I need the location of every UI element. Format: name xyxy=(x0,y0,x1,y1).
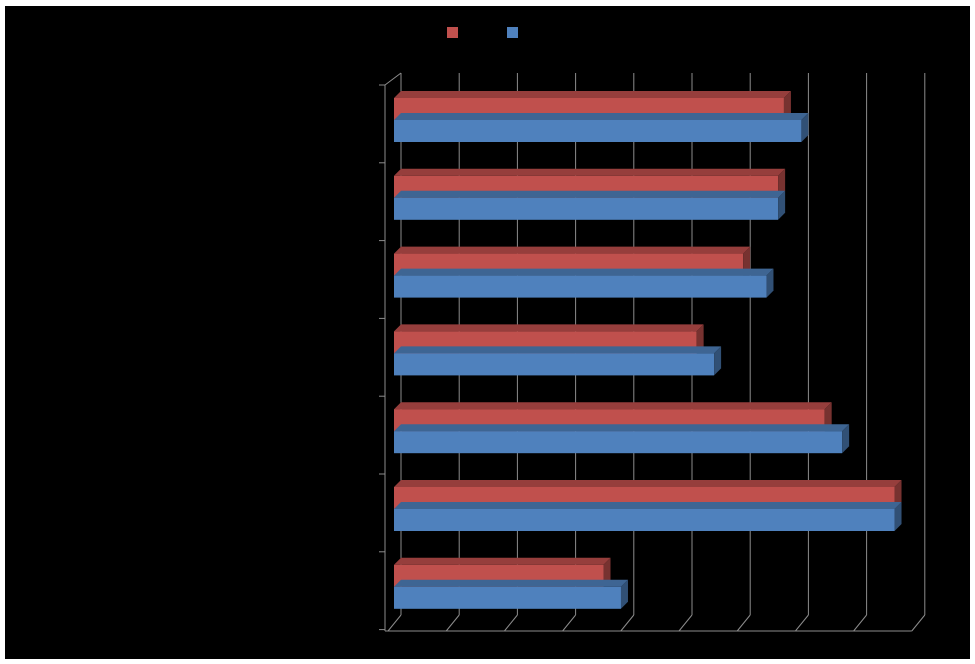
floor-gridline xyxy=(795,614,809,632)
bar-top-face xyxy=(394,557,611,565)
bar-end-face xyxy=(696,324,704,354)
bar-end-face xyxy=(766,268,774,298)
bar xyxy=(394,275,767,298)
bar-end-face xyxy=(603,557,611,587)
floor-gridline xyxy=(853,614,867,632)
legend-swatch-series-2 xyxy=(507,27,518,38)
bar-end-face xyxy=(714,346,722,376)
bar-end-face xyxy=(801,113,809,142)
bar-end-face xyxy=(778,190,786,220)
bar-top-face xyxy=(394,424,850,432)
floor-gridline xyxy=(504,614,518,632)
bar-top-face xyxy=(394,402,832,410)
bar xyxy=(394,197,779,220)
floor-gridline xyxy=(678,614,693,632)
bar-end-face xyxy=(894,502,902,531)
bar-top-face xyxy=(394,324,704,332)
bar-end-face xyxy=(620,579,628,609)
bar xyxy=(394,120,802,142)
legend-swatch-series-1 xyxy=(447,27,458,38)
floor-gridline xyxy=(445,614,460,632)
bar xyxy=(394,353,715,376)
axis-depth-line xyxy=(384,72,402,86)
floor-gridline xyxy=(911,614,926,632)
bar-top-face xyxy=(394,91,791,98)
bar-end-face xyxy=(743,246,751,276)
bar-end-face xyxy=(842,424,850,454)
bar-top-face xyxy=(394,113,809,120)
bar-top-face xyxy=(394,480,902,487)
bar-top-face xyxy=(394,502,902,509)
bar-top-face xyxy=(394,579,628,587)
bar xyxy=(394,431,843,454)
bar-end-face xyxy=(824,402,832,432)
bar-end-face xyxy=(783,91,791,120)
bar xyxy=(394,509,895,531)
floor-gridline xyxy=(620,614,635,632)
bar-top-face xyxy=(394,346,722,354)
bar-top-face xyxy=(394,246,751,254)
bar-top-face xyxy=(394,268,774,276)
floor-gridline xyxy=(562,614,576,632)
bar-end-face xyxy=(778,168,786,198)
floor-gridline xyxy=(387,614,402,632)
bar-top-face xyxy=(394,190,786,198)
bars xyxy=(394,91,902,609)
bar-top-face xyxy=(394,168,786,176)
floor-gridline xyxy=(736,614,751,632)
bar xyxy=(394,586,621,609)
bar-end-face xyxy=(894,480,902,509)
